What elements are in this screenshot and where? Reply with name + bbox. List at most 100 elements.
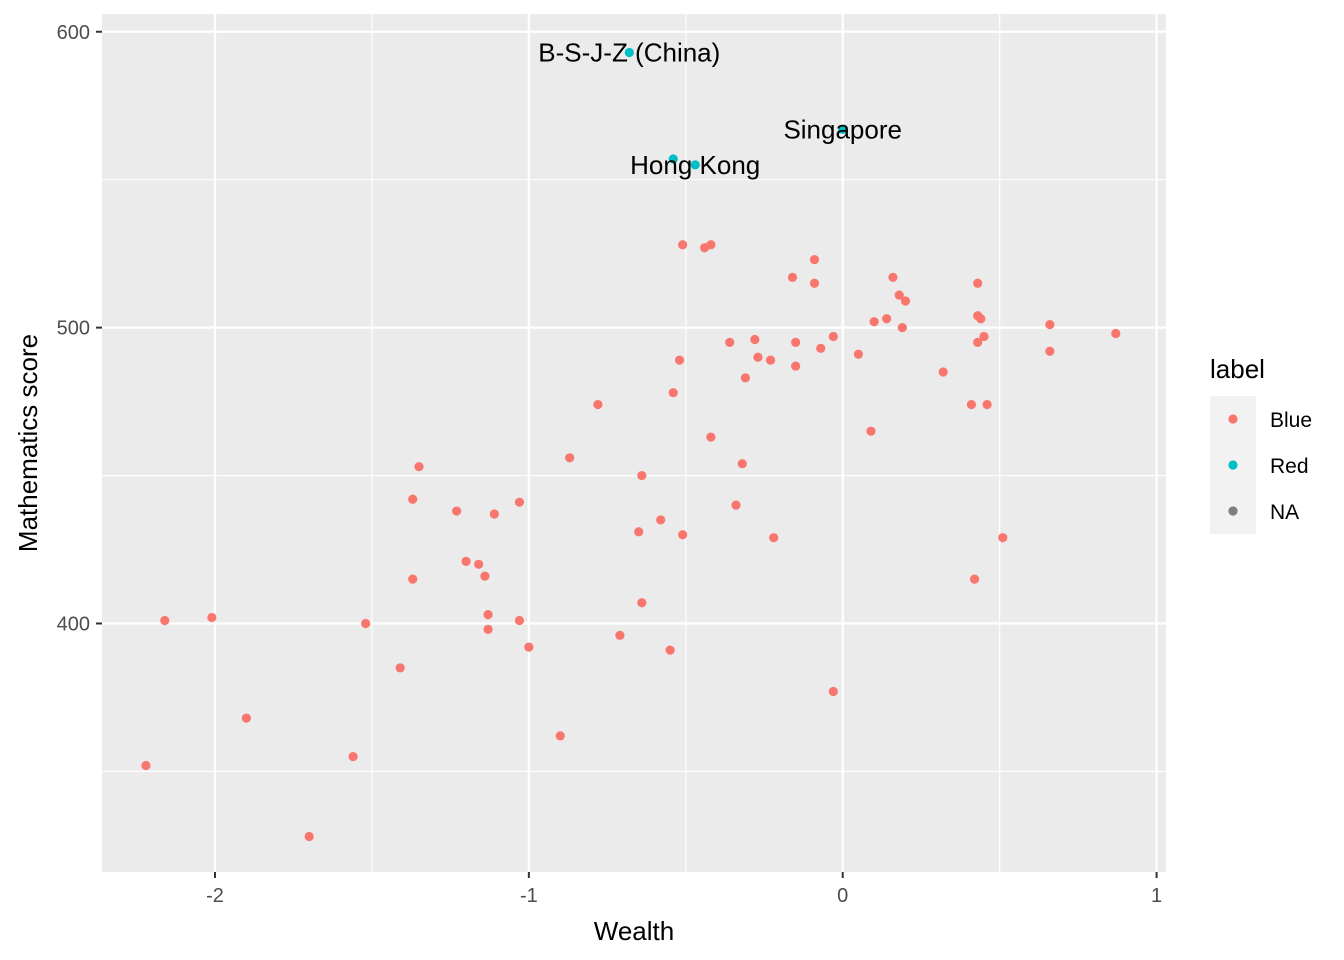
legend-key-point [1228, 506, 1238, 516]
data-point-blue [656, 515, 666, 525]
data-point-blue [869, 317, 879, 327]
data-point-blue [408, 574, 418, 584]
legend-entries: Blue Red NA [1210, 396, 1312, 534]
data-point-red [668, 154, 678, 164]
data-point-blue [668, 388, 678, 398]
data-point-blue [900, 296, 911, 306]
x-axis-title: Wealth [594, 916, 674, 946]
data-point-blue [894, 290, 904, 300]
y-tick-label: 600 [57, 22, 90, 44]
point-annotations: B-S-J-Z (China) Singapore Hong Kong [538, 37, 902, 179]
data-point-blue [637, 598, 647, 608]
data-point-blue [514, 497, 525, 507]
data-point-blue [141, 760, 151, 771]
data-point-blue [731, 500, 741, 510]
data-point-blue [461, 556, 471, 566]
data-point-blue [1045, 346, 1055, 356]
legend-entry-label: NA [1270, 501, 1299, 524]
data-point-blue [678, 530, 688, 540]
data-point-blue [361, 618, 371, 629]
data-point-blue [524, 642, 534, 652]
data-point-blue [480, 571, 490, 581]
data-point-blue [765, 355, 776, 365]
data-point-blue [160, 615, 170, 626]
data-point-blue [348, 752, 358, 762]
data-point-blue [1045, 320, 1055, 330]
data-point-blue [555, 731, 565, 741]
data-point-blue [637, 470, 647, 481]
data-point-blue [888, 272, 898, 282]
data-point-blue [634, 527, 644, 537]
y-tick-label: 500 [57, 318, 90, 340]
data-point-blue [678, 240, 688, 250]
data-point-blue [725, 337, 735, 348]
legend: label Blue Red NA [1210, 354, 1312, 534]
legend-entry-label: Blue [1270, 409, 1312, 432]
data-point-blue [976, 314, 986, 324]
x-tick-label: -1 [520, 885, 538, 907]
data-point-blue [740, 373, 751, 383]
y-tick-label: 400 [57, 613, 90, 635]
data-point-blue [665, 645, 675, 655]
data-point-blue [828, 331, 838, 342]
data-point-blue [565, 453, 575, 463]
legend-entry-label: Red [1270, 455, 1309, 478]
y-axis-ticks: 400 500 600 [57, 22, 102, 635]
data-point-blue [304, 831, 314, 842]
data-point-blue [1111, 328, 1121, 339]
data-point-blue [474, 559, 484, 569]
data-point-blue [791, 361, 801, 371]
data-point-blue [973, 278, 983, 288]
legend-key-point [1228, 414, 1238, 424]
grid-minor [102, 14, 1166, 872]
x-tick-label: -2 [206, 885, 224, 907]
data-point-blue [973, 337, 983, 348]
data-point-blue [979, 331, 989, 342]
data-point-blue [966, 399, 977, 410]
data-point-red [624, 47, 634, 58]
data-points [141, 47, 1121, 842]
data-point-blue [882, 314, 892, 324]
data-point-blue [866, 426, 876, 436]
plot-panel [102, 14, 1166, 872]
x-tick-label: 0 [837, 885, 848, 907]
data-point-blue [706, 432, 716, 442]
x-tick-label: 1 [1151, 885, 1162, 907]
data-point-blue [207, 612, 217, 623]
data-point-blue [809, 254, 820, 265]
data-point-blue [828, 686, 838, 697]
data-point-blue [452, 506, 462, 516]
data-point-blue [408, 494, 418, 504]
data-point-blue [982, 399, 992, 410]
data-point-blue [853, 349, 864, 359]
legend-title: label [1210, 354, 1265, 384]
data-point-blue [769, 533, 779, 543]
x-axis-ticks: -2 -1 0 1 [206, 872, 1162, 907]
data-point-blue [938, 367, 948, 377]
data-point-blue [674, 355, 685, 365]
point-label: B-S-J-Z (China) [538, 37, 720, 67]
data-point-blue [414, 462, 424, 472]
data-point-blue [489, 509, 499, 519]
data-point-blue [998, 533, 1008, 543]
data-point-red [690, 160, 700, 170]
data-point-blue [791, 337, 801, 348]
data-point-blue [753, 352, 763, 362]
point-label: Hong Kong [630, 150, 760, 180]
data-point-blue [514, 615, 525, 626]
data-point-red [838, 124, 848, 134]
data-point-blue [897, 323, 907, 333]
data-point-blue [483, 610, 493, 620]
data-point-blue [787, 272, 798, 282]
point-label: Singapore [783, 114, 902, 144]
legend-key-point [1228, 460, 1238, 470]
data-point-blue [615, 630, 625, 640]
data-point-blue [483, 624, 493, 634]
data-point-blue [816, 343, 826, 353]
data-point-blue [969, 574, 980, 584]
grid-major [102, 14, 1166, 872]
data-point-blue [241, 713, 251, 723]
data-point-blue [737, 459, 747, 469]
y-axis-title: Mathematics score [13, 334, 43, 552]
